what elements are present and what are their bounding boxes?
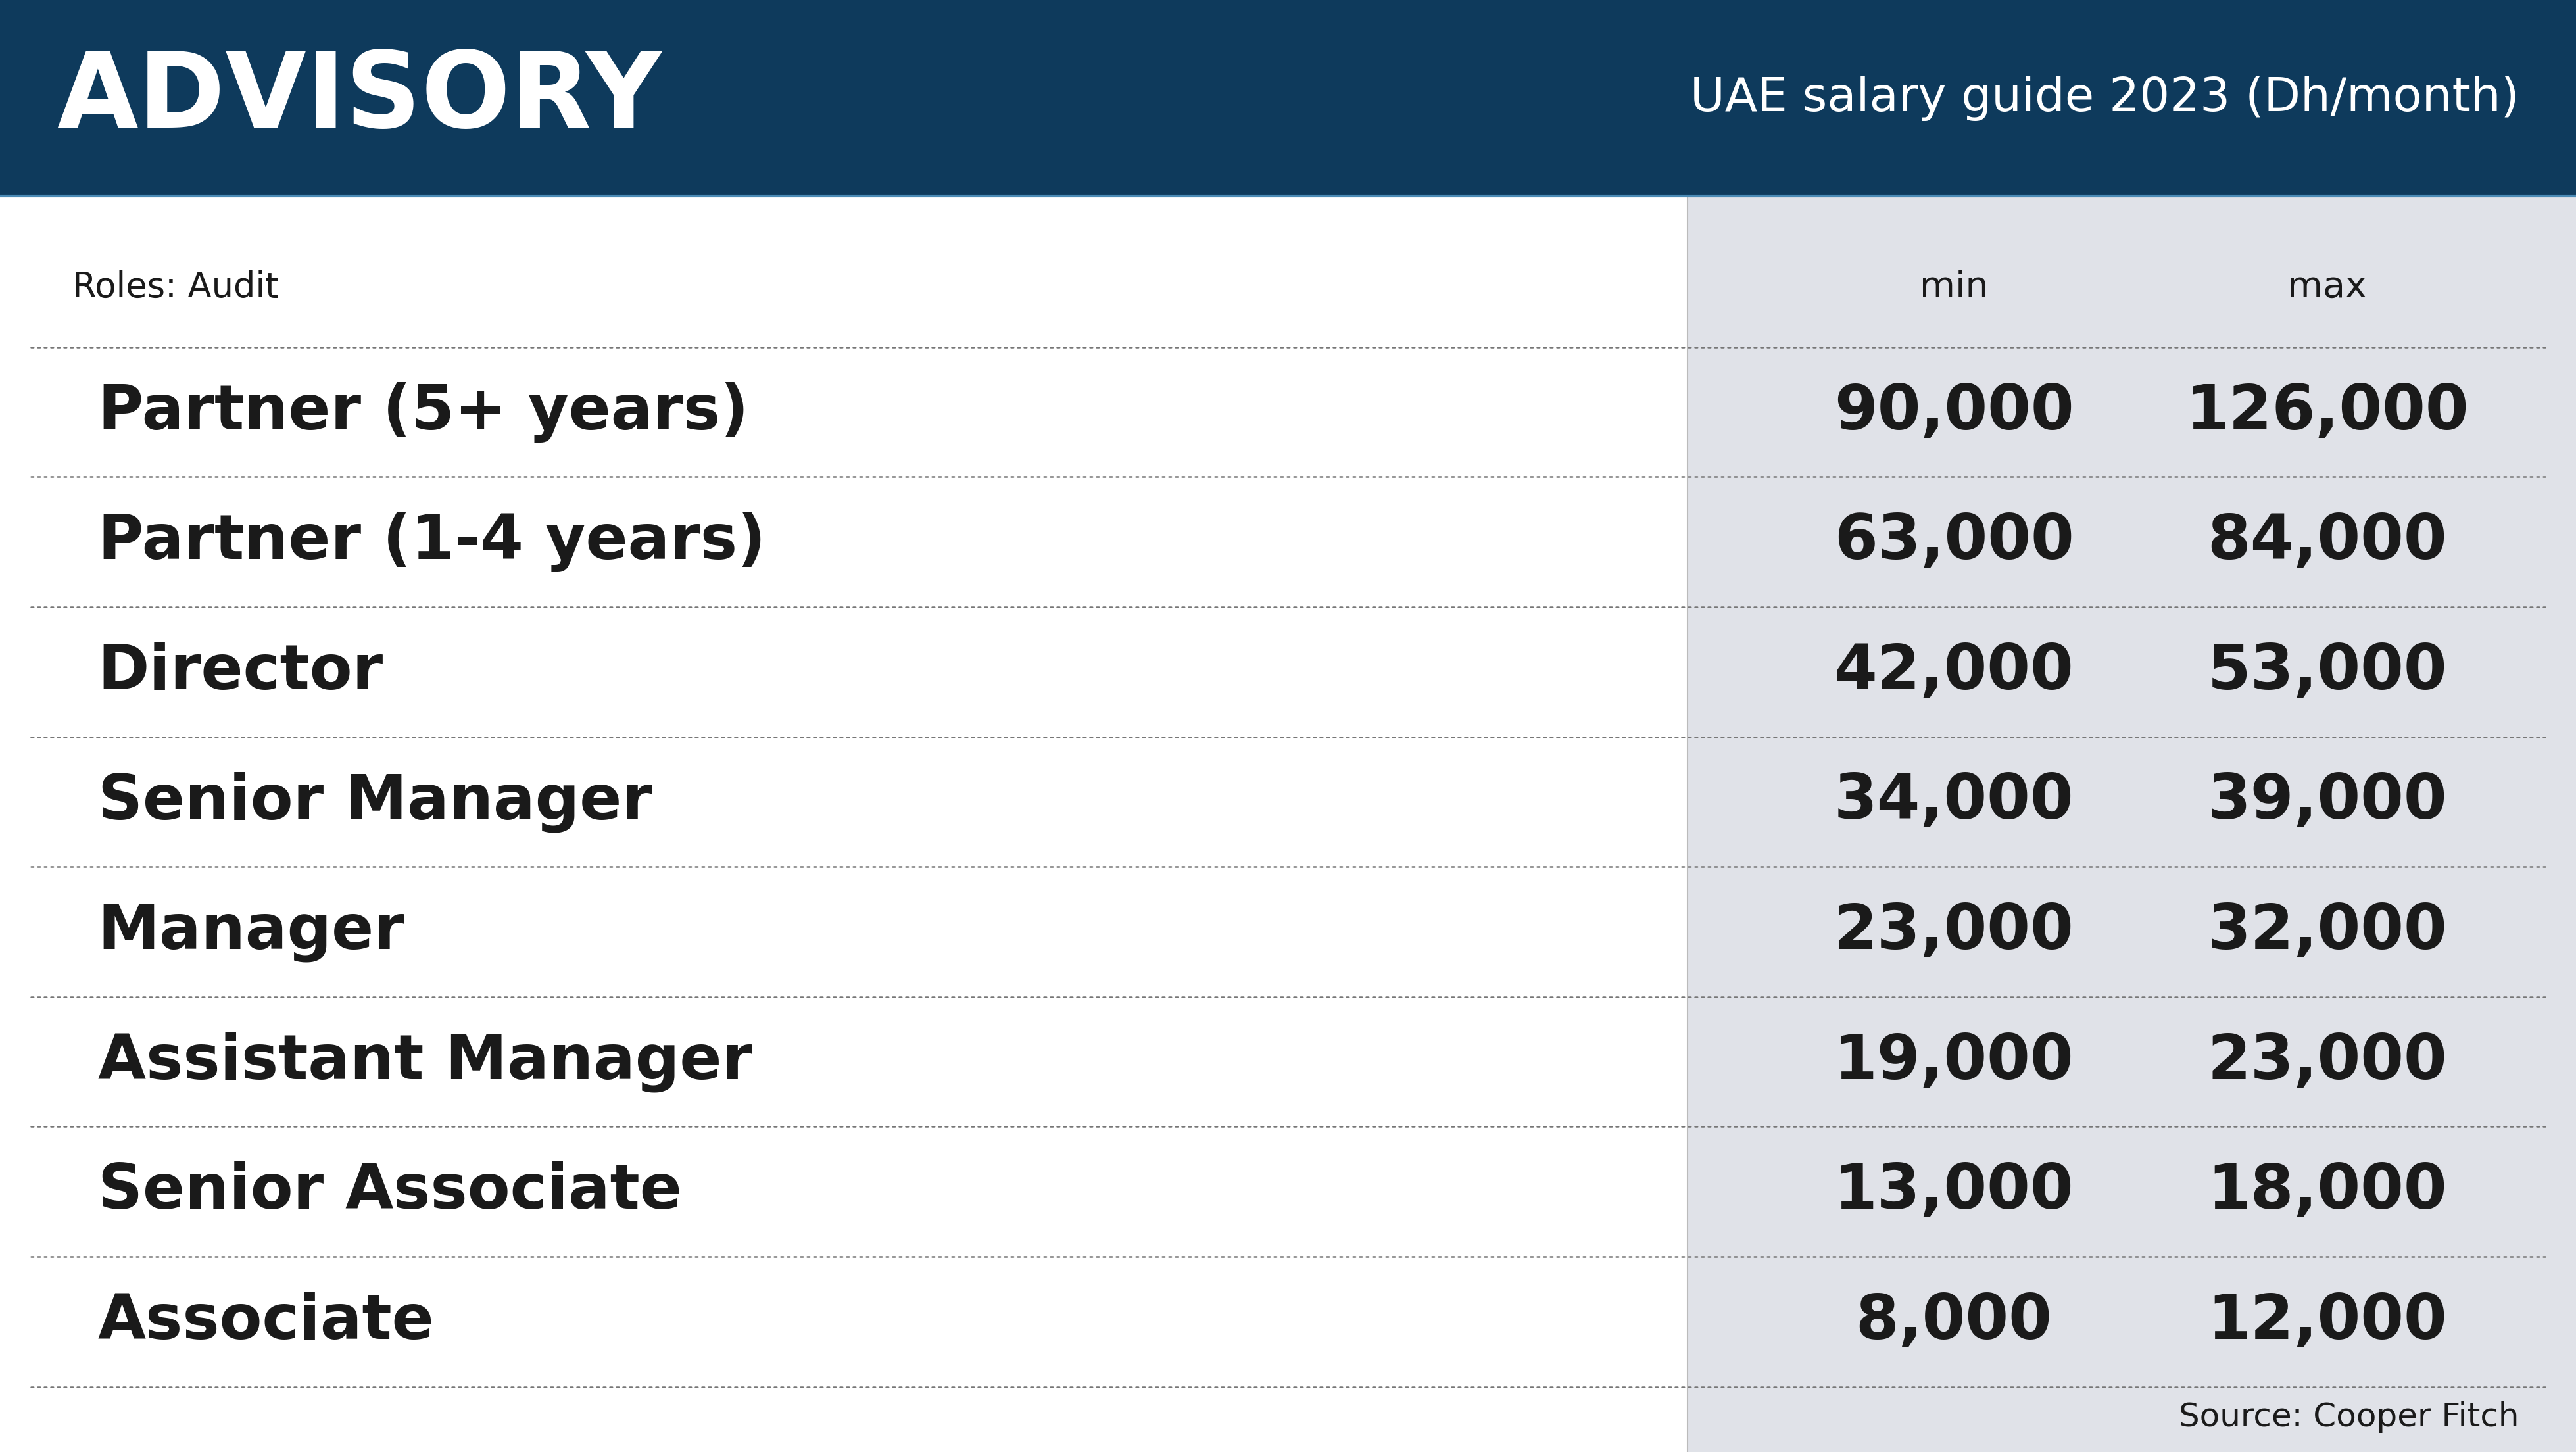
Text: ADVISORY: ADVISORY <box>57 46 662 150</box>
Text: Manager: Manager <box>98 902 404 963</box>
Text: 126,000: 126,000 <box>2184 382 2468 443</box>
Text: 34,000: 34,000 <box>1834 771 2074 832</box>
Text: Partner (1-4 years): Partner (1-4 years) <box>98 511 765 572</box>
Text: 63,000: 63,000 <box>1834 511 2074 572</box>
Text: 12,000: 12,000 <box>2208 1291 2447 1352</box>
Text: 39,000: 39,000 <box>2208 771 2447 832</box>
Text: 53,000: 53,000 <box>2208 642 2447 703</box>
Text: 23,000: 23,000 <box>1834 902 2074 963</box>
Text: 18,000: 18,000 <box>2208 1162 2447 1223</box>
Text: max: max <box>2287 270 2367 305</box>
Text: Senior Manager: Senior Manager <box>98 771 652 832</box>
Text: 8,000: 8,000 <box>1855 1291 2053 1352</box>
Text: Associate: Associate <box>98 1291 435 1352</box>
Text: min: min <box>1919 270 1989 305</box>
Text: Partner (5+ years): Partner (5+ years) <box>98 382 750 443</box>
Text: Source: Cooper Fitch: Source: Cooper Fitch <box>2179 1401 2519 1433</box>
Text: 19,000: 19,000 <box>1834 1031 2074 1092</box>
Text: 23,000: 23,000 <box>2208 1031 2447 1092</box>
Bar <box>1687 196 2576 1452</box>
Text: 42,000: 42,000 <box>1834 642 2074 703</box>
Text: UAE salary guide 2023 (Dh/month): UAE salary guide 2023 (Dh/month) <box>1690 76 2519 121</box>
Text: 32,000: 32,000 <box>2208 902 2447 963</box>
Text: 13,000: 13,000 <box>1834 1162 2074 1223</box>
Text: 90,000: 90,000 <box>1834 382 2074 443</box>
Text: Director: Director <box>98 642 384 703</box>
Text: Assistant Manager: Assistant Manager <box>98 1031 752 1092</box>
Text: 84,000: 84,000 <box>2208 511 2447 572</box>
Bar <box>0 196 1687 1452</box>
Text: Roles: Audit: Roles: Audit <box>72 270 278 305</box>
Text: Senior Associate: Senior Associate <box>98 1162 683 1223</box>
Bar <box>0 0 2576 196</box>
